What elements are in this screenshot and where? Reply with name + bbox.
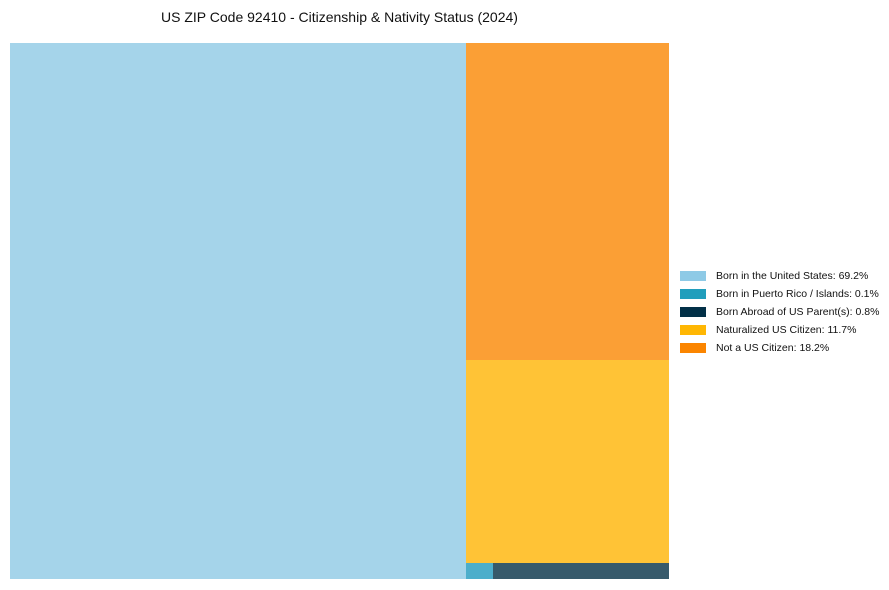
tile-born-in-us xyxy=(10,43,466,579)
tile-born-puerto-rico xyxy=(466,563,493,579)
legend-label: Born in Puerto Rico / Islands: 0.1% xyxy=(716,288,879,300)
legend: Born in the United States: 69.2% Born in… xyxy=(680,267,879,357)
legend-label: Born in the United States: 69.2% xyxy=(716,270,869,282)
legend-swatch xyxy=(680,307,706,317)
legend-label: Naturalized US Citizen: 11.7% xyxy=(716,324,857,336)
legend-item: Born Abroad of US Parent(s): 0.8% xyxy=(680,303,879,321)
legend-item: Naturalized US Citizen: 11.7% xyxy=(680,321,879,339)
legend-item: Born in Puerto Rico / Islands: 0.1% xyxy=(680,285,879,303)
legend-swatch xyxy=(680,289,706,299)
tile-born-abroad xyxy=(493,563,669,579)
legend-label: Born Abroad of US Parent(s): 0.8% xyxy=(716,306,880,318)
legend-item: Not a US Citizen: 18.2% xyxy=(680,339,879,357)
tile-not-us-citizen xyxy=(466,43,669,360)
legend-label: Not a US Citizen: 18.2% xyxy=(716,342,830,354)
legend-item: Born in the United States: 69.2% xyxy=(680,267,879,285)
chart-title: US ZIP Code 92410 - Citizenship & Nativi… xyxy=(161,9,518,25)
tile-naturalized xyxy=(466,360,669,563)
legend-swatch xyxy=(680,343,706,353)
legend-swatch xyxy=(680,325,706,335)
legend-swatch xyxy=(680,271,706,281)
treemap xyxy=(10,43,669,579)
